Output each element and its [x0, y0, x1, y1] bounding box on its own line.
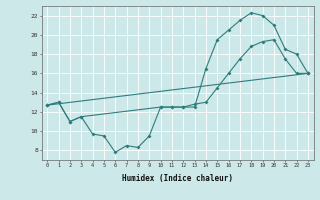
X-axis label: Humidex (Indice chaleur): Humidex (Indice chaleur) [122, 174, 233, 183]
